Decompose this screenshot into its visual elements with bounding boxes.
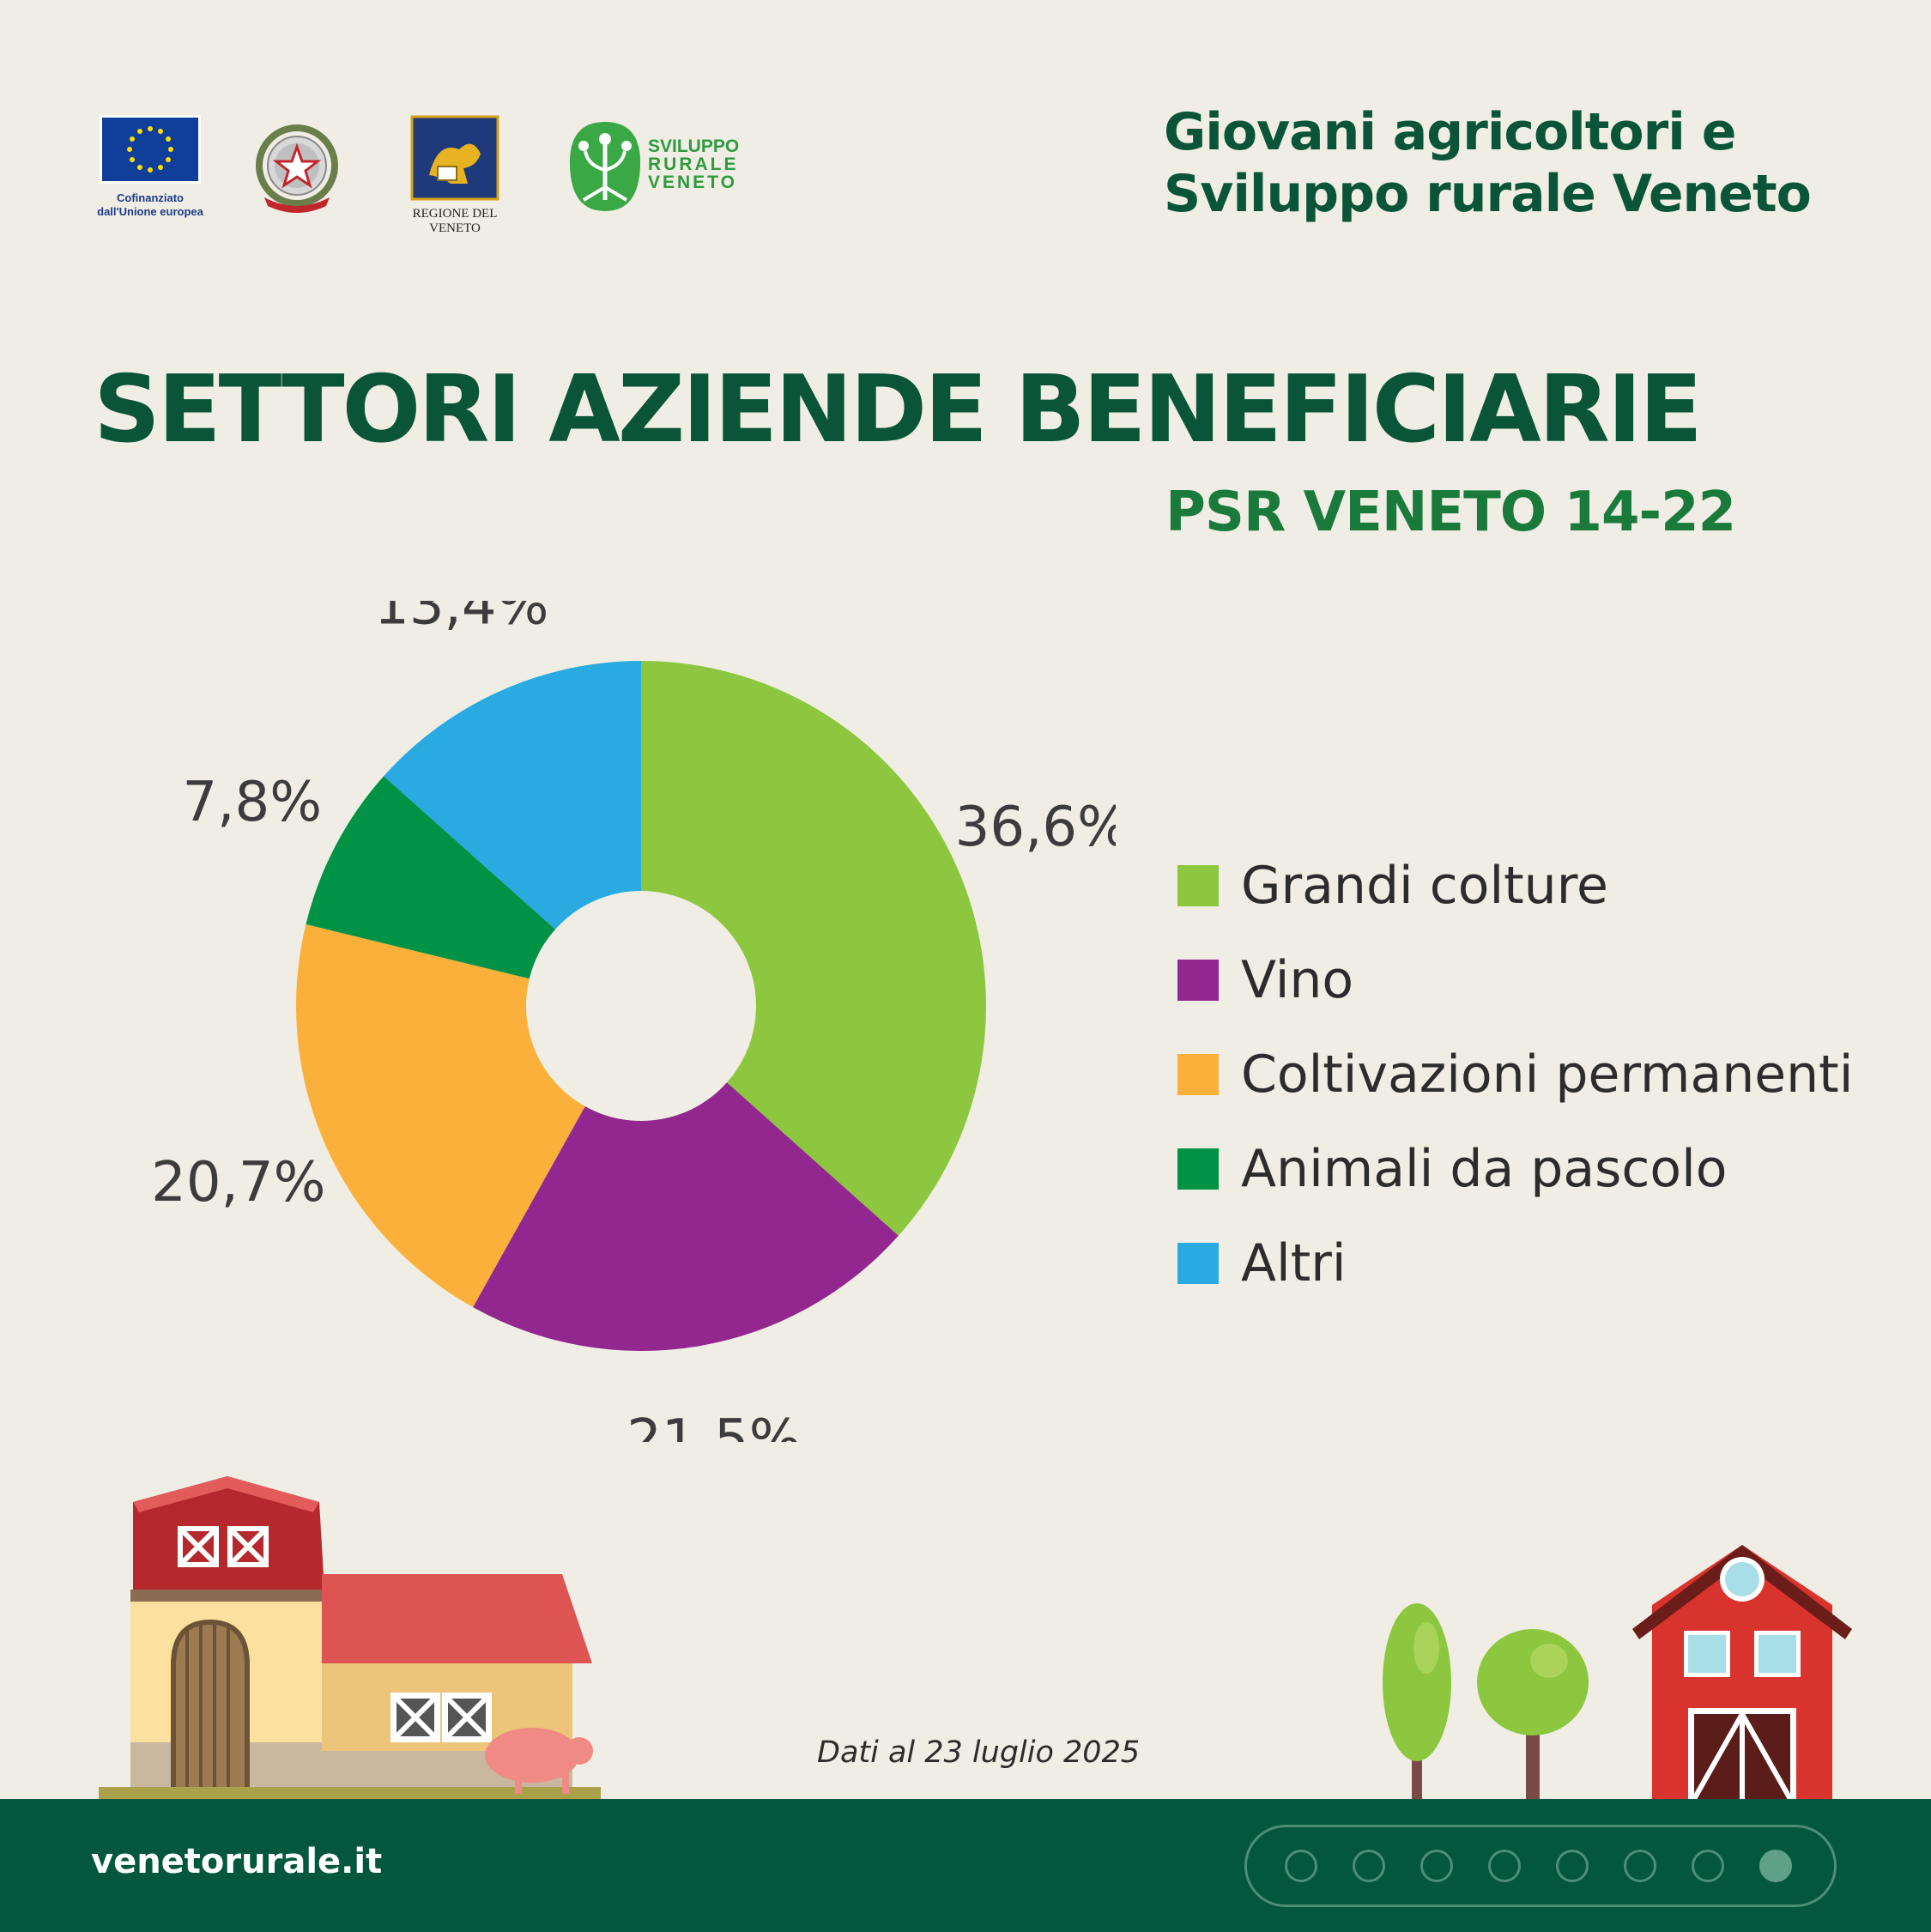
italian-republic-emblem (254, 118, 340, 221)
header-title: Giovani agricoltori e Sviluppo rurale Ve… (1164, 101, 1919, 225)
srv-line2: RURALE (648, 154, 739, 174)
donut-chart: 36,6% 21,5% 20,7% 7,8% 13,4% (151, 601, 1116, 1442)
tree-leaf-icon (569, 122, 641, 211)
pagination-dot-1[interactable] (1285, 1850, 1317, 1882)
eu-caption-line2: dall'Unione europea (97, 205, 203, 218)
header-title-line2: Sviluppo rurale Veneto (1164, 164, 1812, 224)
legend-swatch (1177, 960, 1219, 1001)
srv-line3: VENETO (648, 173, 737, 192)
lion-of-st-mark-icon (410, 115, 499, 201)
eu-logo: Cofinanziato dall'Unione europea (97, 115, 203, 219)
donut-slice-grandi-colture (641, 661, 986, 1236)
pagination-dots (1244, 1825, 1837, 1907)
srv-line1: SVILUPPO (648, 136, 740, 156)
footer-site-link[interactable]: venetorurale.it (91, 1842, 383, 1881)
trees-and-barn-illustration (1383, 1545, 1852, 1801)
legend-label: Grandi colture (1241, 856, 1608, 916)
donut-slice-altri (384, 661, 641, 930)
legend-swatch (1177, 1243, 1219, 1284)
pig-icon (485, 1728, 593, 1794)
eu-caption-line1: Cofinanziato (117, 191, 184, 204)
chart-title: SETTORI AZIENDE BENEFICIARIE (94, 356, 1703, 463)
legend-label: Altri (1241, 1233, 1347, 1293)
donut-slice-animali-da-pascolo (306, 776, 556, 979)
legend-swatch (1177, 1054, 1219, 1095)
regione-veneto-logo: REGIONE DEL VENETO (390, 115, 519, 236)
emblem-icon (256, 124, 338, 213)
legend-label: Vino (1241, 950, 1354, 1010)
value-label-coltivazioni-permanenti: 20,7% (151, 1151, 325, 1214)
donut-slice-vino (473, 1082, 899, 1351)
pagination-dot-7[interactable] (1692, 1850, 1724, 1882)
value-label-altri: 13,4% (374, 601, 548, 638)
pagination-dot-6[interactable] (1624, 1850, 1656, 1882)
region-caption: REGIONE DEL VENETO (412, 207, 498, 235)
chart-subtitle: PSR VENETO 14-22 (1165, 481, 1736, 544)
donut-slice-coltivazioni-permanenti (296, 924, 585, 1308)
pagination-dot-5[interactable] (1556, 1850, 1589, 1882)
value-label-animali-da-pascolo: 7,8% (182, 771, 322, 834)
pagination-dot-4[interactable] (1488, 1850, 1521, 1882)
header-title-line1: Giovani agricoltori e (1164, 102, 1736, 162)
legend-label: Animali da pascolo (1241, 1139, 1728, 1199)
value-label-vino: 21,5% (627, 1408, 801, 1442)
legend-swatch (1177, 1148, 1219, 1190)
pagination-dot-2[interactable] (1353, 1850, 1385, 1882)
legend-label: Coltivazioni permanenti (1241, 1045, 1854, 1105)
farm-buildings-illustration (99, 1476, 601, 1799)
value-label-grandi-colture: 36,6% (955, 796, 1116, 859)
sviluppo-rurale-veneto-logo: SVILUPPO RURALE VENETO (566, 118, 760, 215)
pagination-dot-8[interactable] (1759, 1850, 1792, 1882)
legend-swatch (1177, 865, 1219, 906)
data-date-note: Dati al 23 luglio 2025 (817, 1735, 1141, 1770)
eu-flag-icon (100, 115, 201, 184)
pagination-dot-3[interactable] (1420, 1850, 1453, 1882)
footer-bar (0, 1799, 1931, 1932)
